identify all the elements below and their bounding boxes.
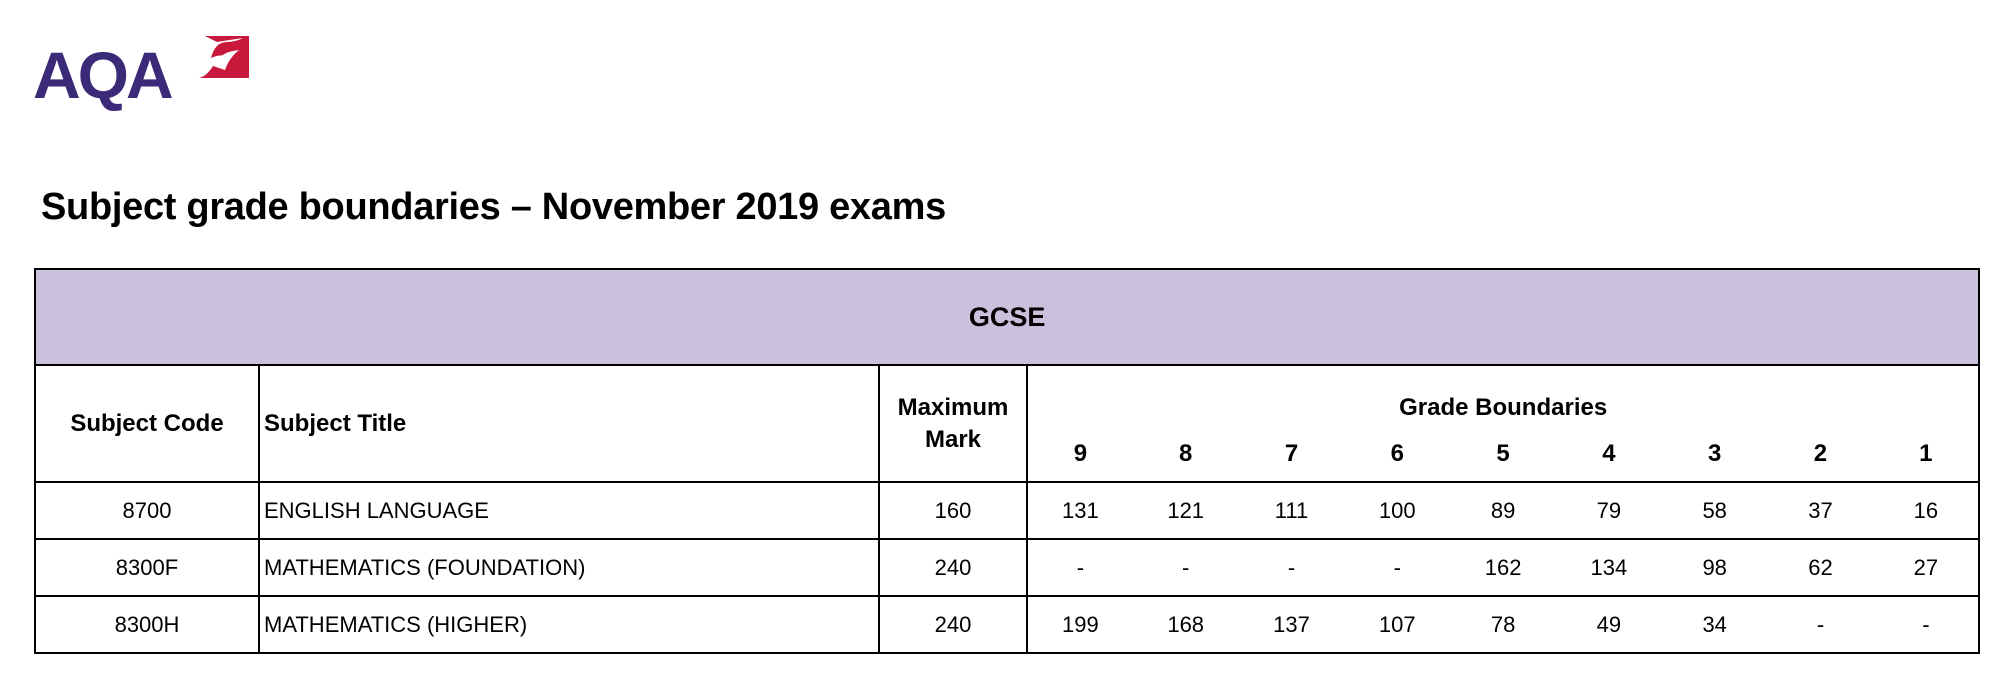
header-grade-3: 3 [1661,426,1768,483]
subject-code-cell: 8700 [34,481,260,540]
subject-title-cell: MATHEMATICS (FOUNDATION) [258,538,880,597]
header-subject-code: Subject Code [34,364,260,483]
page-title: Subject grade boundaries – November 2019… [41,186,946,228]
header-grade-2: 2 [1767,426,1874,483]
grade-boundary-cell: 34 [1661,595,1768,654]
grade-boundary-cell: 131 [1026,481,1133,540]
grade-boundaries-table: GCSE Subject Code Subject Title Maximum … [33,268,1981,654]
grade-boundary-cell: 79 [1555,481,1662,540]
grade-boundary-cell: 162 [1450,538,1556,597]
header-maximum-mark: Maximum Mark [878,364,1028,483]
header-grade-7: 7 [1238,426,1345,483]
header-subject-title: Subject Title [258,364,880,483]
logo-text: AQA [33,38,174,112]
table-row: 8300F MATHEMATICS (FOUNDATION) 240- - - -162 1… [34,538,1981,597]
grade-boundary-cell: 58 [1661,481,1768,540]
grade-boundary-cell: 98 [1661,538,1768,597]
subject-code-cell: 8300H [34,595,260,654]
grade-boundary-cell: 134 [1555,538,1662,597]
grade-boundary-cell: 16 [1873,481,1981,540]
table-row: 8300H MATHEMATICS (HIGHER) 240 199 168 137 107… [34,595,1981,654]
aqa-logo: AQA [33,36,253,108]
grade-boundary-cell: 107 [1344,595,1451,654]
grade-boundary-cell: 62 [1767,538,1874,597]
grade-boundary-cell: - [1344,538,1451,597]
maximum-mark-cell: 240 [878,538,1028,597]
grade-boundary-cell: 137 [1238,595,1345,654]
header-grade-9: 9 [1026,426,1133,483]
grade-boundary-cell: 199 [1026,595,1133,654]
header-grade-4: 4 [1555,426,1662,483]
header-grade-6: 6 [1344,426,1451,483]
subject-code-cell: 8300F [34,538,260,597]
header-grade-1: 1 [1873,426,1981,483]
qualification-band: GCSE [33,268,1981,366]
grade-boundary-cell: 89 [1450,481,1556,540]
grade-boundary-cell: 49 [1555,595,1662,654]
header-grade-8: 8 [1132,426,1239,483]
grade-boundary-cell: 78 [1450,595,1556,654]
grade-boundary-cell: 100 [1344,481,1451,540]
grade-boundary-cell: - [1132,538,1239,597]
grade-boundary-cell: - [1767,595,1874,654]
grade-boundary-cell: - [1873,595,1981,654]
subject-title-cell: ENGLISH LANGUAGE [258,481,880,540]
table-row: 8700 ENGLISH LANGUAGE 160 131 121 111 100 89 79 5… [34,481,1981,540]
grade-boundary-cell: - [1026,538,1133,597]
subject-title-cell: MATHEMATICS (HIGHER) [258,595,880,654]
logo-mark-icon [199,36,249,78]
grade-boundary-cell: 37 [1767,481,1874,540]
maximum-mark-cell: 160 [878,481,1028,540]
grade-boundary-cell: - [1238,538,1345,597]
header-grade-5: 5 [1450,426,1556,483]
grade-boundary-cell: 121 [1132,481,1239,540]
grade-boundary-cell: 111 [1238,481,1345,540]
maximum-mark-cell: 240 [878,595,1028,654]
grade-boundary-cell: 168 [1132,595,1239,654]
grade-boundary-cell: 27 [1873,538,1981,597]
header-grade-boundaries: Grade Boundaries [1025,364,1981,426]
